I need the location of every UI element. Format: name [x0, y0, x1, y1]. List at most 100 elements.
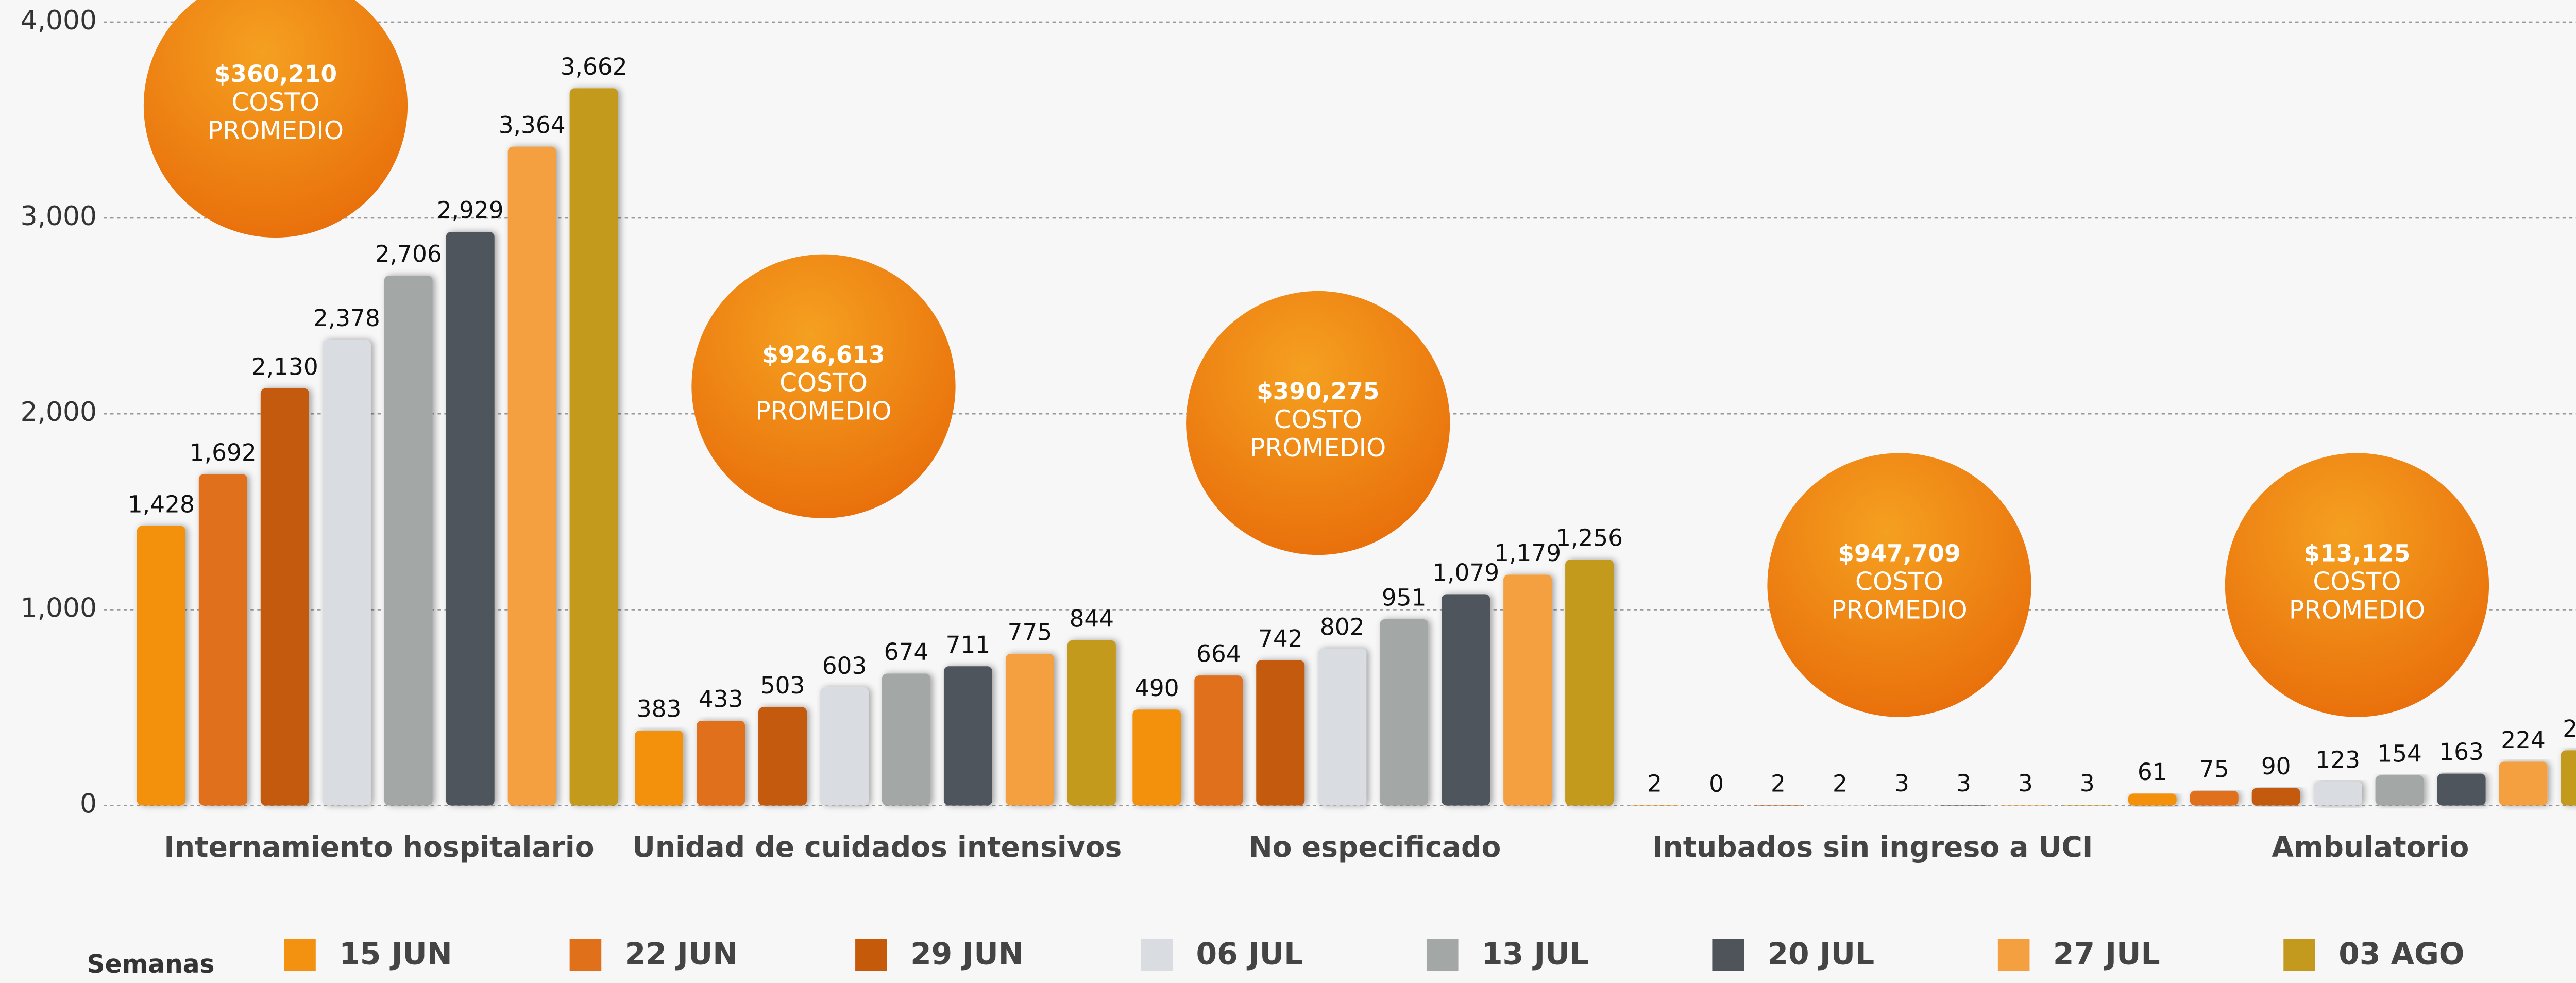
data-label: 674	[884, 638, 929, 666]
bar	[1816, 805, 1865, 806]
data-label: 802	[1320, 613, 1365, 640]
bar	[943, 666, 992, 806]
bar	[137, 526, 185, 806]
bar	[1132, 709, 1181, 806]
data-label: 1,428	[128, 490, 195, 518]
cost-label: COSTO	[2313, 567, 2401, 596]
legend-swatch	[1712, 939, 1744, 971]
data-label: 3	[2080, 770, 2095, 797]
data-label: 154	[2377, 740, 2422, 768]
data-label: 3	[1956, 770, 1971, 797]
bar	[1380, 619, 1429, 806]
bar	[1067, 640, 1116, 806]
data-label: 3	[1894, 770, 1909, 797]
bar	[882, 673, 930, 806]
legend-swatch	[284, 939, 316, 971]
bar	[1503, 574, 1552, 806]
cost-amount: $926,613	[762, 341, 885, 368]
data-label: 490	[1134, 674, 1179, 702]
data-label: 282	[2563, 715, 2576, 742]
y-tick-label: 4,000	[21, 5, 97, 36]
legend-label: 15 JUN	[339, 936, 452, 971]
bar	[322, 340, 371, 806]
bar	[2499, 761, 2548, 806]
bar	[2251, 788, 2300, 806]
bar	[569, 88, 618, 806]
bar	[1005, 653, 1054, 806]
legend-label: 20 JUL	[1767, 936, 1874, 971]
cost-label: COSTO	[1855, 567, 1943, 596]
bar	[1194, 675, 1243, 806]
data-label: 2,378	[313, 304, 380, 332]
bar	[1318, 648, 1367, 806]
data-label: 61	[2138, 758, 2167, 786]
data-label: 3,364	[499, 111, 566, 139]
legend-swatch	[2283, 939, 2315, 971]
data-label: 2	[1647, 770, 1662, 797]
data-label: 1,179	[1494, 539, 1561, 567]
legend-label: 27 JUL	[2053, 936, 2160, 971]
cost-label: PROMEDIO	[755, 397, 891, 426]
cost-amount: $13,125	[2304, 540, 2411, 567]
bar	[2190, 791, 2239, 806]
bar	[446, 232, 495, 806]
legend-swatch	[1141, 939, 1173, 971]
legend-label: 22 JUN	[625, 936, 738, 971]
legend-label: 13 JUL	[1482, 936, 1589, 971]
legend-swatch	[1997, 939, 2030, 971]
data-label: 711	[946, 631, 991, 658]
x-tick-label: Ambulatorio	[2272, 831, 2469, 863]
cost-amount: $360,210	[214, 60, 337, 88]
data-label: 775	[1008, 619, 1053, 646]
data-label: 951	[1382, 584, 1427, 612]
data-label: 3	[2018, 770, 2033, 797]
legend-swatch	[1426, 939, 1459, 971]
data-label: 433	[699, 686, 743, 713]
cost-label: COSTO	[779, 368, 868, 397]
legend-swatch	[569, 939, 602, 971]
cost-amount: $947,709	[1838, 540, 1960, 567]
bar	[635, 730, 684, 806]
bar	[507, 146, 556, 806]
bar	[2128, 793, 2177, 806]
data-label: 2	[1771, 770, 1786, 797]
bar	[1442, 594, 1490, 806]
bar	[2313, 781, 2362, 806]
data-label: 503	[760, 672, 805, 699]
cost-bubble	[691, 254, 956, 518]
bar	[820, 687, 869, 806]
data-label: 742	[1258, 625, 1303, 652]
y-tick-label: 2,000	[21, 397, 97, 428]
x-tick-label: Intubados sin ingreso a UCI	[1652, 831, 2093, 863]
bar	[2375, 775, 2424, 806]
data-label: 2,929	[437, 197, 504, 224]
x-tick-label: Unidad de cuidados intensivos	[632, 831, 1122, 863]
cost-label: PROMEDIO	[1250, 434, 1386, 463]
legend-title: Semanas	[87, 950, 215, 979]
data-label: 1,256	[1556, 524, 1623, 552]
data-label: 3,662	[561, 53, 628, 80]
data-label: 163	[2439, 738, 2484, 766]
cost-bubble	[1186, 291, 1450, 555]
bar	[384, 275, 433, 806]
data-label: 2,706	[375, 240, 442, 267]
data-label: 123	[2315, 746, 2360, 773]
data-label: 383	[637, 696, 682, 723]
y-tick-label: 0	[80, 789, 97, 820]
data-label: 844	[1070, 605, 1114, 632]
bar	[697, 720, 745, 806]
legend-label: 29 JUN	[910, 936, 1023, 971]
data-label: 2	[1833, 770, 1848, 797]
cost-bubble	[2225, 453, 2489, 717]
cost-bubble	[143, 0, 408, 238]
data-label: 90	[2261, 753, 2291, 780]
x-tick-label: Internamiento hospitalario	[164, 831, 594, 863]
bar	[260, 388, 309, 806]
data-label: 0	[1709, 770, 1724, 798]
data-label: 2,130	[251, 353, 318, 380]
cost-bubble	[1767, 453, 2031, 717]
bar	[758, 707, 807, 806]
cost-label: COSTO	[1274, 405, 1362, 434]
bar	[1256, 660, 1305, 806]
